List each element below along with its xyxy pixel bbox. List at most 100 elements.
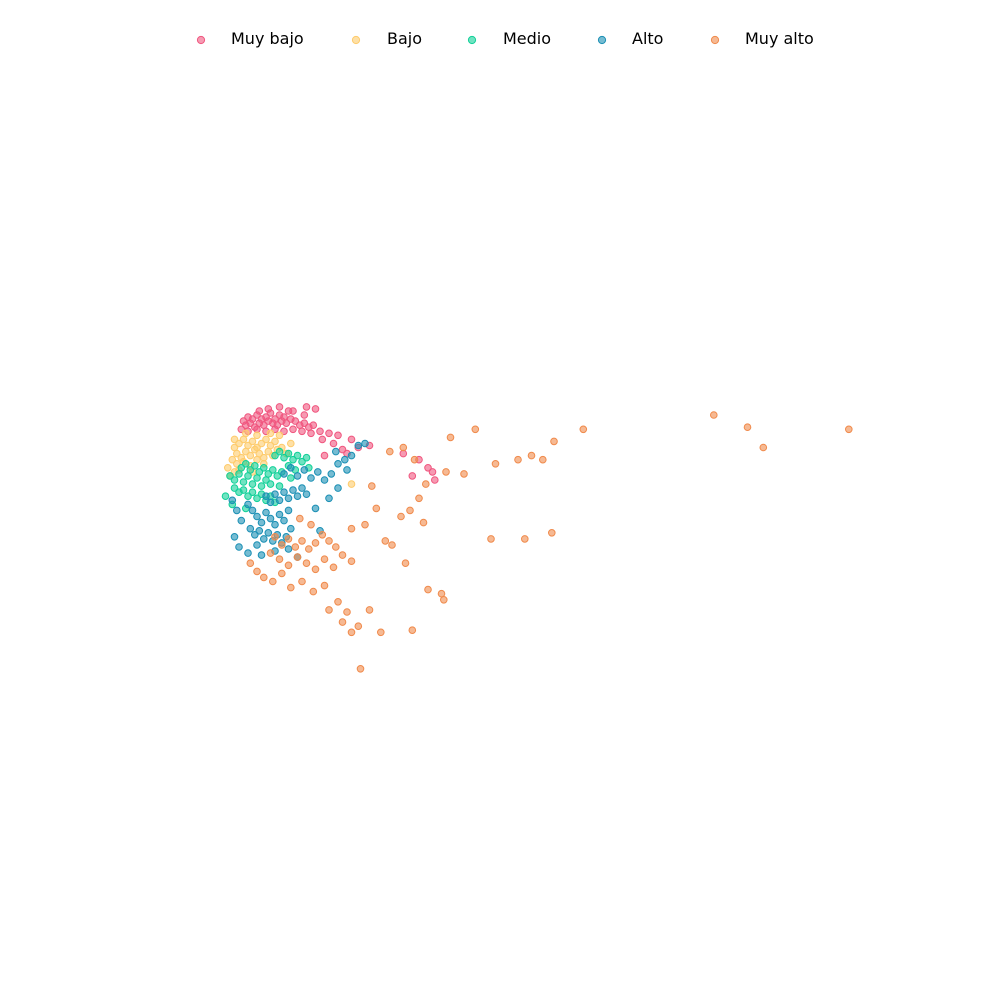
data-point (386, 447, 394, 456)
data-point (325, 494, 333, 503)
data-point (269, 577, 277, 586)
legend: Muy bajo Bajo Medio Alto Muy alto (196, 29, 814, 48)
data-point (377, 628, 385, 637)
data-point (356, 665, 365, 673)
data-point (347, 451, 356, 460)
data-point (287, 583, 295, 592)
data-point (334, 598, 342, 606)
data-point (280, 470, 288, 478)
data-point (527, 451, 536, 460)
data-point (440, 596, 448, 604)
data-point (302, 403, 311, 411)
data-point (381, 537, 390, 545)
series-alto (228, 439, 369, 561)
data-point (307, 429, 315, 438)
data-point (361, 520, 369, 529)
data-point (233, 506, 241, 515)
data-point (248, 437, 257, 446)
data-point (338, 551, 347, 559)
data-point (397, 512, 405, 521)
data-point (264, 529, 273, 537)
data-point (302, 453, 311, 462)
data-point (325, 537, 333, 545)
data-point (287, 524, 295, 533)
data-point (298, 577, 306, 586)
data-point (293, 553, 302, 561)
data-point (278, 541, 286, 549)
data-point (521, 535, 529, 543)
data-point (491, 460, 500, 468)
data-point (550, 437, 558, 446)
data-point (293, 472, 302, 480)
data-point (262, 508, 270, 517)
data-point (280, 488, 288, 497)
legend-marker (710, 35, 720, 45)
data-point (230, 533, 239, 541)
data-point (388, 541, 396, 549)
data-point (408, 472, 417, 480)
data-point (275, 555, 284, 564)
data-point (271, 437, 279, 446)
data-point (759, 443, 768, 452)
data-point (275, 496, 284, 505)
data-point (579, 425, 588, 434)
data-point (289, 425, 297, 434)
legend-item-muy-alto[interactable]: Muy alto (710, 29, 814, 48)
data-point (228, 496, 237, 505)
data-point (253, 567, 261, 576)
data-point (224, 464, 232, 472)
data-point (221, 492, 230, 501)
data-point (419, 518, 428, 527)
data-point (293, 451, 302, 460)
data-point (255, 407, 264, 415)
legend-label: Medio (503, 29, 551, 48)
data-point (230, 435, 239, 444)
data-point (311, 565, 320, 574)
data-point (314, 468, 322, 476)
data-point (334, 431, 342, 440)
data-point (341, 455, 349, 464)
data-point (354, 622, 363, 631)
legend-label: Bajo (387, 29, 422, 48)
data-point (246, 524, 255, 533)
data-point (275, 510, 284, 519)
data-point (235, 543, 243, 551)
data-point (278, 569, 286, 578)
data-point (338, 618, 347, 626)
legend-item-bajo[interactable]: Bajo (351, 29, 422, 48)
data-point (253, 512, 261, 521)
data-point (257, 482, 266, 490)
data-point (287, 464, 295, 472)
data-point (320, 451, 329, 460)
data-point (318, 531, 327, 539)
data-point (399, 443, 408, 452)
data-point (242, 429, 250, 438)
data-point (300, 411, 309, 419)
data-point (271, 533, 279, 541)
data-point (248, 506, 257, 515)
data-point (260, 573, 268, 582)
data-point (327, 470, 336, 478)
data-point (539, 455, 547, 464)
legend-item-alto[interactable]: Alto (597, 29, 663, 48)
data-point (255, 527, 264, 535)
legend-marker (467, 35, 477, 45)
data-point (291, 543, 300, 551)
data-point (262, 492, 270, 501)
data-point (415, 494, 423, 503)
data-point (280, 516, 288, 525)
legend-item-muy-bajo[interactable]: Muy bajo (196, 29, 304, 48)
data-point (401, 559, 410, 568)
data-point (361, 439, 369, 448)
data-point (266, 514, 275, 523)
data-point (408, 626, 417, 635)
data-point (287, 439, 295, 448)
data-point (446, 433, 455, 442)
data-point (710, 411, 718, 419)
data-point (260, 464, 268, 472)
legend-item-medio[interactable]: Medio (467, 29, 551, 48)
data-point (296, 514, 304, 523)
data-point (264, 405, 273, 413)
data-point (368, 482, 376, 490)
data-point (343, 466, 351, 474)
